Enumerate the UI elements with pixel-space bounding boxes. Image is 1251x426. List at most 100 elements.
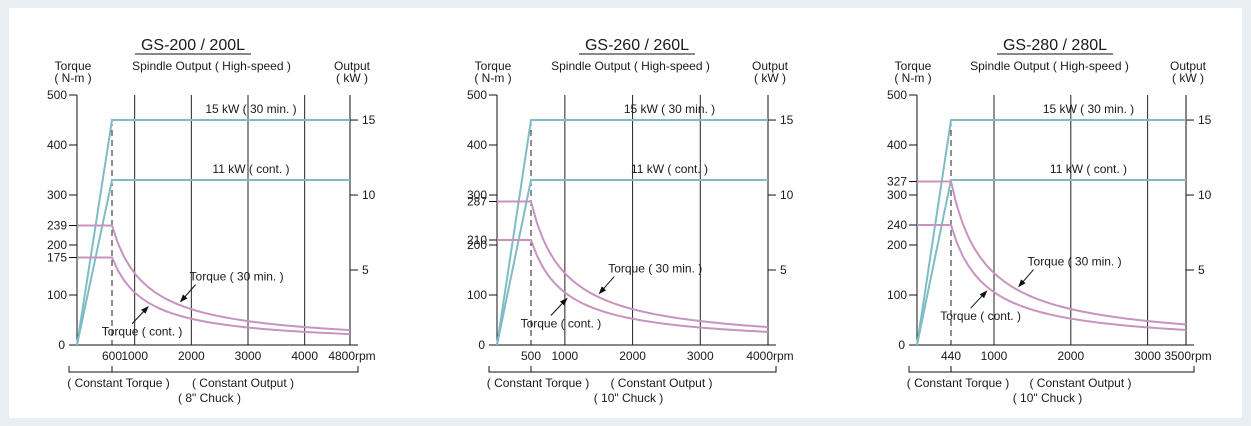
left-axis-tick-label: 200 (467, 238, 487, 252)
left-axis-tick-label: 500 (47, 88, 67, 102)
chart-panel-2: GS-260 / 260L Torque( N-m ) Output( kW ) Sp… (467, 37, 794, 405)
constant-output-label: ( Constant Output ) (1029, 376, 1131, 390)
chart-title: GS-200 / 200L (141, 37, 245, 54)
constant-torque-label: ( Constant Torque ) (487, 376, 590, 390)
chart-panel-1: GS-200 / 200L Torque( N-m ) Output( kW ) Sp… (47, 37, 376, 405)
x-axis-tick-label: 600 (102, 349, 122, 363)
chart-subtitle: Spindle Output ( High-speed ) (132, 59, 291, 73)
range-bracket (68, 366, 359, 373)
left-axis-unit: ( N-m ) (894, 71, 931, 85)
power-line-cont (76, 179, 350, 346)
torque-mark-label: 240 (887, 218, 907, 232)
x-axis-tick-label: 1000 (121, 349, 148, 363)
power-line-label: 11 kW ( cont. ) (631, 162, 708, 176)
right-axis-unit: ( kW ) (754, 71, 786, 85)
power-line-30min (916, 119, 1186, 346)
x-axis-tick-label: 500 (521, 349, 541, 363)
left-axis-tick-label: 400 (887, 138, 907, 152)
x-axis-tick-label: 3000 (1134, 349, 1161, 363)
right-axis-title: Output (752, 59, 789, 73)
constant-output-label: ( Constant Output ) (610, 376, 712, 390)
torque-curve-30min (497, 200, 769, 329)
x-axis-end-label: 3500rpm (1164, 349, 1211, 363)
torque-cont-arrow (550, 297, 568, 316)
torque-mark-label: 210 (467, 233, 487, 247)
left-axis-tick-label: 400 (467, 138, 487, 152)
power-line-cont (916, 179, 1186, 346)
torque-mark-label: 239 (47, 219, 67, 233)
constant-torque-label: ( Constant Torque ) (67, 376, 170, 390)
power-line-label: 15 kW ( 30 min. ) (624, 102, 715, 116)
torque-curve-cont (497, 239, 769, 333)
left-axis-tick-label: 300 (47, 188, 67, 202)
power-line-30min (76, 119, 350, 346)
right-axis-tick-label: 15 (780, 113, 794, 127)
power-line-label: 15 kW ( 30 min. ) (205, 102, 296, 116)
torque-mark-label: 175 (47, 251, 67, 265)
left-axis-tick-label: 500 (887, 88, 907, 102)
right-axis-tick-label: 5 (362, 263, 369, 277)
constant-output-label: ( Constant Output ) (192, 376, 294, 390)
torque-mark-label: 327 (887, 175, 907, 189)
right-axis-tick-label: 15 (1198, 113, 1212, 127)
left-axis-title: Torque (895, 59, 932, 73)
right-axis-tick-label: 15 (362, 113, 376, 127)
torque-30min-arrow (598, 276, 615, 295)
right-axis-title: Output (334, 59, 371, 73)
left-axis-tick-label: 200 (887, 238, 907, 252)
power-line-label: 11 kW ( cont. ) (212, 162, 289, 176)
x-axis-tick-label: 3000 (687, 349, 714, 363)
left-axis-title: Torque (475, 59, 512, 73)
figure-card (9, 8, 1242, 418)
chart-subtitle: Spindle Output ( High-speed ) (551, 59, 710, 73)
torque-mark-label: 287 (467, 195, 487, 209)
power-line-cont (496, 179, 768, 346)
torque-30min-arrow (1018, 269, 1034, 288)
chart-panel-3: GS-280 / 280L Torque( N-m ) Output( kW ) Sp… (887, 37, 1212, 405)
left-axis-tick-label: 100 (887, 288, 907, 302)
power-line-label: 11 kW ( cont. ) (1050, 162, 1127, 176)
chuck-label: ( 8" Chuck ) (178, 391, 241, 405)
left-axis-tick-label: 500 (467, 88, 487, 102)
right-axis-unit: ( kW ) (336, 71, 368, 85)
constant-torque-label: ( Constant Torque ) (907, 376, 1010, 390)
torque-30min-label: Torque ( 30 min. ) (190, 270, 284, 284)
right-axis-tick-label: 10 (362, 188, 376, 202)
x-axis-tick-label: 2000 (1057, 349, 1084, 363)
chuck-label: ( 10" Chuck ) (594, 391, 664, 405)
torque-curve-30min (917, 180, 1187, 326)
left-axis-tick-label: 200 (47, 238, 67, 252)
x-axis-tick-label: 2000 (619, 349, 646, 363)
range-bracket (488, 366, 777, 373)
left-axis-tick-label: 300 (887, 188, 907, 202)
torque-curve-cont (917, 224, 1187, 331)
torque-curve-cont (77, 256, 351, 336)
origin-label: 0 (58, 338, 65, 352)
power-line-label: 15 kW ( 30 min. ) (1043, 102, 1134, 116)
chuck-label: ( 10" Chuck ) (1013, 391, 1083, 405)
chart-title: GS-260 / 260L (585, 37, 689, 54)
torque-cont-arrow (970, 290, 988, 309)
right-axis-tick-label: 10 (1198, 188, 1212, 202)
x-axis-end-label: 4800rpm (328, 349, 375, 363)
torque-30min-label: Torque ( 30 min. ) (608, 262, 702, 276)
x-axis-tick-label: 1000 (552, 349, 579, 363)
left-axis-unit: ( N-m ) (474, 71, 511, 85)
left-axis-tick-label: 400 (47, 138, 67, 152)
right-axis-tick-label: 5 (1198, 263, 1205, 277)
right-axis-title: Output (1170, 59, 1207, 73)
range-bracket (908, 366, 1195, 373)
x-axis-tick-label: 440 (941, 349, 961, 363)
torque-cont-label: Torque ( cont. ) (940, 309, 1021, 323)
left-axis-tick-label: 100 (467, 288, 487, 302)
left-axis-tick-label: 100 (47, 288, 67, 302)
right-axis-tick-label: 10 (780, 188, 794, 202)
x-axis-tick-label: 1000 (981, 349, 1008, 363)
torque-30min-arrow (179, 284, 196, 303)
x-axis-tick-label: 2000 (178, 349, 205, 363)
chart-subtitle: Spindle Output ( High-speed ) (970, 59, 1129, 73)
torque-curve-30min (77, 224, 351, 332)
origin-label: 0 (898, 338, 905, 352)
